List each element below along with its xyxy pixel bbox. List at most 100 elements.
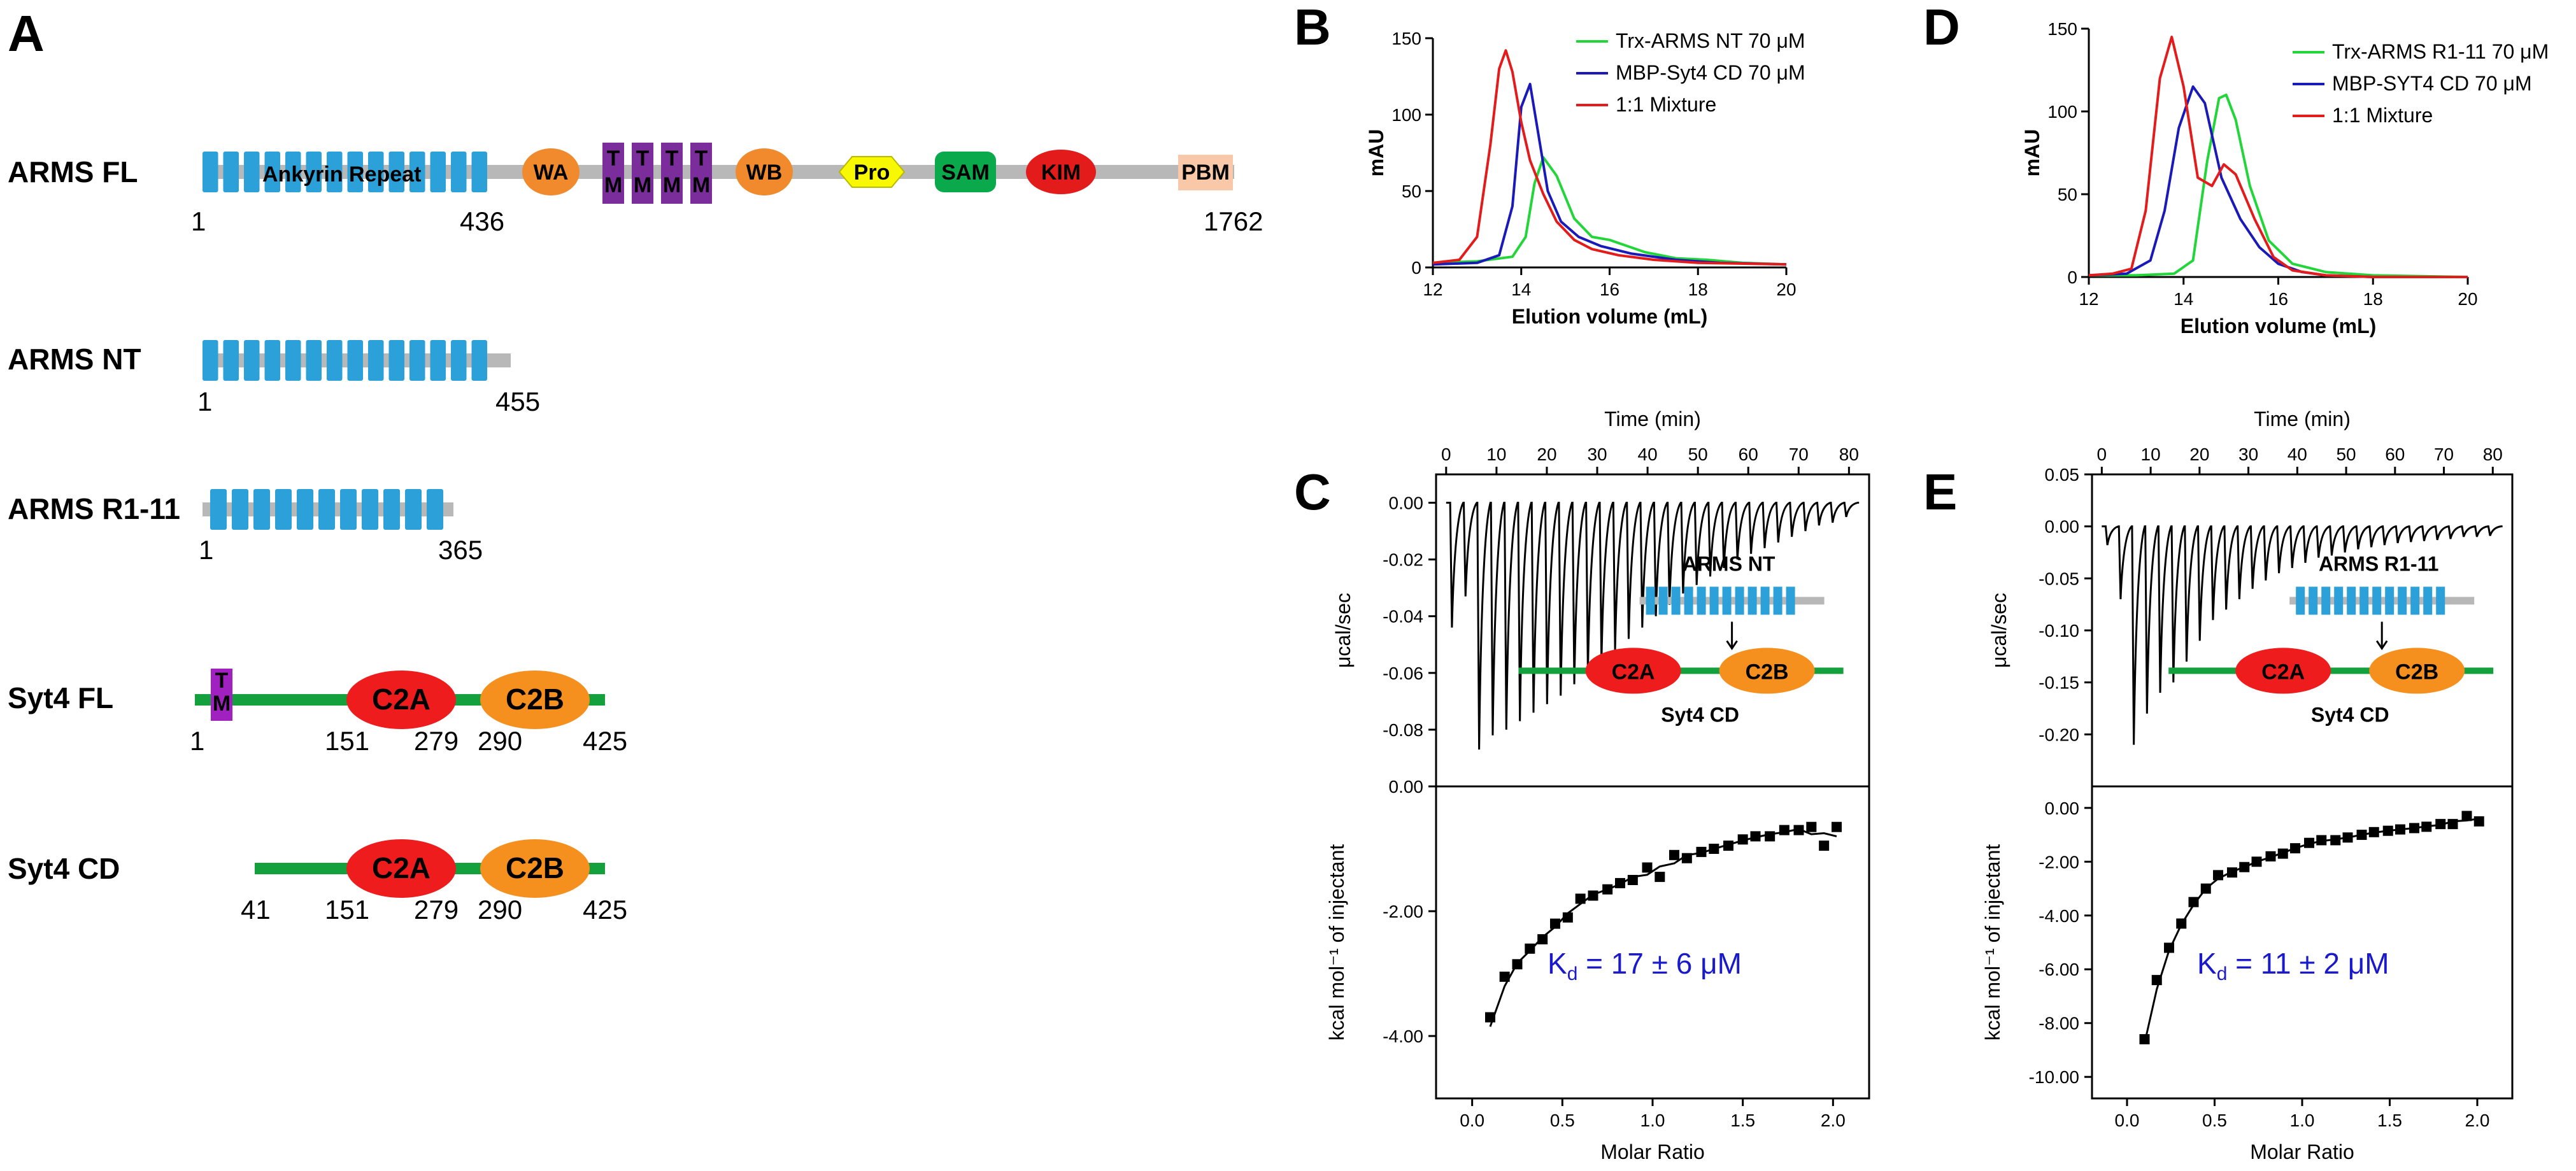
data-point (1525, 943, 1535, 954)
syt4-fl-end: 425 (583, 726, 627, 756)
data-point (1793, 825, 1804, 835)
data-point (1669, 849, 1679, 860)
heat-tick-label: -0.10 (2039, 621, 2079, 641)
syt4-fl-c2a (346, 671, 456, 729)
arms-r-ankyrin-repeat (318, 489, 335, 530)
data-point (2164, 942, 2174, 953)
syt4-cd-c2b (480, 839, 590, 898)
arms-nt-ankyrin-repeat (306, 340, 322, 381)
x-tick-label: 14 (2174, 289, 2193, 309)
data-point (2304, 837, 2314, 848)
arms-fl-ankyrin-repeats (203, 152, 487, 192)
y-tick-label: 0 (1411, 258, 1421, 278)
data-point (2409, 823, 2419, 834)
inset-c2b (1719, 648, 1815, 694)
x-tick-label: 16 (1600, 280, 1619, 299)
arms-r-ankyrin-repeat (427, 489, 443, 530)
kim-label: KIM (1041, 160, 1081, 185)
heat-tick-label: 0.05 (2045, 465, 2080, 485)
panel-label-c: C (1294, 464, 1331, 520)
data-point (2368, 827, 2379, 837)
x-tick-label: 20 (1776, 280, 1796, 299)
inset-ankyrin-repeat (1773, 586, 1783, 615)
series-line (1432, 83, 1787, 266)
syt4-fl-label: Syt4 FL (8, 681, 113, 714)
syt4-fl-c2b-label: C2B (506, 683, 564, 716)
inset-arms-label: ARMS R1-11 (2319, 552, 2439, 575)
sam-domain (935, 152, 996, 192)
enthalpy-tick-label: -2.00 (2039, 852, 2079, 872)
heat-tick-label: 0.00 (2045, 517, 2080, 537)
inset-c2a-label: C2A (1612, 660, 1655, 684)
arms-fl-ankyrin-repeat (388, 152, 404, 192)
time-tick-label: 20 (2189, 444, 2209, 464)
time-tick-label: 0 (1441, 444, 1451, 464)
arms-fl-ankyrin-repeat (285, 152, 301, 192)
data-point (2277, 848, 2288, 859)
arms-fl-label: ARMS FL (8, 155, 138, 188)
syt4-fl-c2a-start: 151 (325, 726, 369, 756)
enthalpy-tick-label: -4.00 (1383, 1026, 1423, 1046)
ratio-tick-label: 1.0 (1640, 1111, 1665, 1130)
time-tick-label: 50 (2336, 444, 2356, 464)
time-tick-label: 80 (1839, 444, 1859, 464)
pbm-label: PBM (1181, 160, 1230, 185)
arms-r-ankyrin-repeat (405, 489, 422, 530)
chart-d: 12 14 16 18 20 0 50 100 150 Elution volume (mL) mA… (2021, 19, 2549, 337)
x-tick-label: 12 (1423, 280, 1442, 299)
data-point (1588, 890, 1598, 901)
ankyrin-repeat-label: Ankyrin Repeat (262, 162, 421, 187)
inset-ankyrin-repeat (2334, 586, 2344, 615)
inset-arms-label: ARMS NT (1683, 552, 1775, 575)
inset-ankyrin-repeat (1658, 586, 1668, 615)
data-point (2213, 870, 2223, 881)
arms-fl-tm-domain (632, 143, 653, 204)
data-point (2356, 830, 2367, 841)
inset-ankyrin-repeat (2410, 586, 2420, 615)
syt4-fl-c2b (480, 671, 590, 729)
inset-c2b (2369, 648, 2465, 694)
panel-label-b: B (1294, 0, 1331, 55)
arms-nt-ankyrin-repeat (451, 340, 467, 381)
syt4-fl-start: 1 (190, 726, 204, 756)
syt4-cd-c2a-start: 151 (325, 895, 369, 925)
arms-fl-end: 1762 (1204, 206, 1263, 236)
data-point (2151, 975, 2162, 986)
wb-label: WB (746, 160, 783, 185)
arms-r-ankyrin-repeat (297, 489, 313, 530)
data-point (2447, 819, 2458, 830)
heat-tick-label: -0.05 (2039, 569, 2079, 588)
wa-label: WA (534, 160, 569, 185)
syt4-cd-end: 425 (583, 895, 627, 925)
y-tick-label: 100 (2047, 102, 2077, 122)
enthalpy-axis-label: kcal mol⁻¹ of injectant (1325, 844, 1348, 1041)
syt4-cd-c2a-label: C2A (372, 851, 431, 884)
x-axis-label: Elution volume (mL) (2181, 315, 2377, 337)
x-axis-label: Elution volume (mL) (1512, 305, 1708, 328)
inset-ankyrin-repeat (1697, 586, 1706, 615)
arms-fl-start: 1 (191, 206, 206, 236)
data-point (1627, 875, 1638, 885)
arms-nt-ankyrin-repeat (223, 340, 239, 381)
ratio-tick-label: 1.5 (1730, 1111, 1755, 1130)
time-tick-label: 30 (1587, 444, 1607, 464)
data-point (1779, 825, 1790, 835)
data-point (1696, 846, 1707, 857)
inset-ankyrin-repeat (1722, 586, 1732, 615)
kd-subscript: d (2217, 963, 2228, 984)
panel-label-a: A (8, 5, 45, 62)
arms-nt-ankyrin-repeat (388, 340, 404, 381)
data-point (2239, 862, 2250, 872)
raw-heat-trace (2102, 525, 2503, 745)
arms-fl-ankyrin-repeat (223, 152, 239, 192)
arms-fl-tm-domain (661, 143, 683, 204)
ratio-tick-label: 0.0 (2115, 1111, 2140, 1130)
inset-ankyrin-repeat (1760, 586, 1770, 615)
x-tick-label: 12 (2079, 289, 2098, 309)
enthalpy-axis-label: kcal mol⁻¹ of injectant (1981, 844, 2004, 1041)
data-point (1765, 831, 1775, 842)
data-point (2395, 824, 2405, 835)
data-point (1642, 862, 1653, 873)
data-point (1512, 959, 1523, 970)
